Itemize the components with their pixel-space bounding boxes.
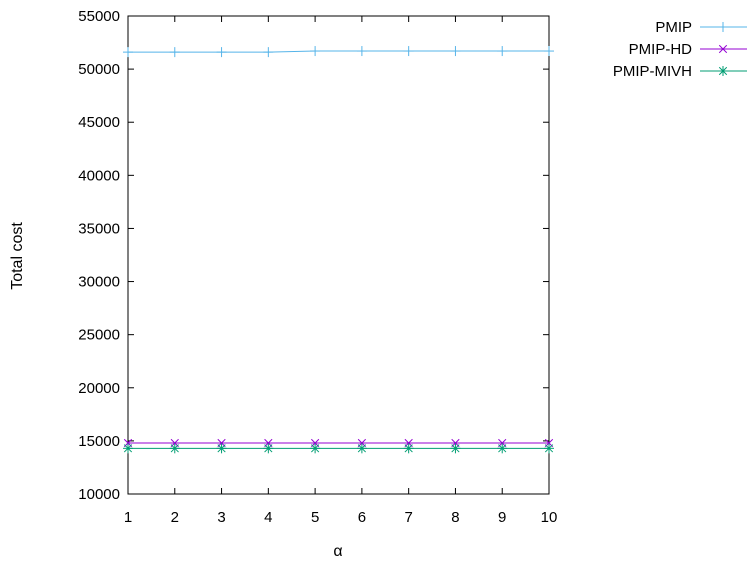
series-pmip-mivh bbox=[123, 443, 554, 454]
y-tick-label: 30000 bbox=[78, 274, 120, 291]
data-point bbox=[310, 46, 321, 57]
x-tick-label: 6 bbox=[358, 509, 366, 526]
x-tick-label: 4 bbox=[264, 509, 272, 526]
series-layer bbox=[123, 46, 554, 454]
x-tick-label: 1 bbox=[124, 509, 132, 526]
legend-marker bbox=[718, 66, 728, 76]
axis-ticks: 1000015000200002500030000350004000045000… bbox=[78, 8, 557, 526]
y-tick-label: 35000 bbox=[78, 220, 120, 237]
y-tick-label: 40000 bbox=[78, 167, 120, 184]
data-point bbox=[310, 443, 321, 454]
legend-item: PMIP bbox=[655, 19, 747, 36]
data-point bbox=[544, 443, 554, 454]
x-tick-label: 7 bbox=[404, 509, 412, 526]
data-point bbox=[263, 443, 274, 454]
data-point bbox=[263, 47, 274, 58]
y-tick-label: 55000 bbox=[78, 8, 120, 25]
legend: PMIP PMIP-HD PMIP-MIVH bbox=[613, 19, 747, 80]
y-tick-label: 50000 bbox=[78, 61, 120, 78]
data-point bbox=[497, 46, 508, 57]
legend-label: PMIP-MIVH bbox=[613, 63, 692, 80]
data-point bbox=[544, 46, 554, 57]
x-tick-label: 5 bbox=[311, 509, 319, 526]
legend-marker bbox=[718, 44, 728, 54]
legend-label: PMIP-HD bbox=[629, 41, 693, 58]
data-point bbox=[356, 443, 367, 454]
legend-label: PMIP bbox=[655, 19, 692, 36]
plot-frame bbox=[127, 15, 550, 495]
data-point bbox=[169, 47, 180, 58]
legend-item: PMIP-MIVH bbox=[613, 63, 747, 80]
data-point bbox=[403, 46, 414, 57]
x-tick-label: 2 bbox=[171, 509, 179, 526]
x-tick-label: 9 bbox=[498, 509, 506, 526]
x-tick-label: 10 bbox=[541, 509, 558, 526]
y-tick-label: 15000 bbox=[78, 433, 120, 450]
x-tick-label: 3 bbox=[217, 509, 225, 526]
y-tick-label: 10000 bbox=[78, 486, 120, 503]
data-point bbox=[216, 443, 227, 454]
x-tick-label: 8 bbox=[451, 509, 459, 526]
y-axis-title: Total cost bbox=[9, 222, 26, 290]
data-point bbox=[123, 47, 133, 58]
data-point bbox=[216, 47, 227, 58]
data-point bbox=[450, 443, 461, 454]
y-tick-label: 45000 bbox=[78, 114, 120, 131]
x-axis-title: α bbox=[333, 543, 342, 560]
series-pmip-hd bbox=[123, 438, 554, 448]
series-line bbox=[128, 50, 549, 53]
legend-item: PMIP-HD bbox=[629, 41, 747, 58]
y-tick-label: 20000 bbox=[78, 380, 120, 397]
legend-marker bbox=[718, 22, 728, 32]
data-point bbox=[497, 443, 508, 454]
series-pmip bbox=[123, 46, 554, 58]
data-point bbox=[450, 46, 461, 57]
data-point bbox=[169, 443, 180, 454]
data-point bbox=[123, 443, 133, 454]
y-tick-label: 25000 bbox=[78, 327, 120, 344]
data-point bbox=[403, 443, 414, 454]
data-point bbox=[356, 46, 367, 57]
